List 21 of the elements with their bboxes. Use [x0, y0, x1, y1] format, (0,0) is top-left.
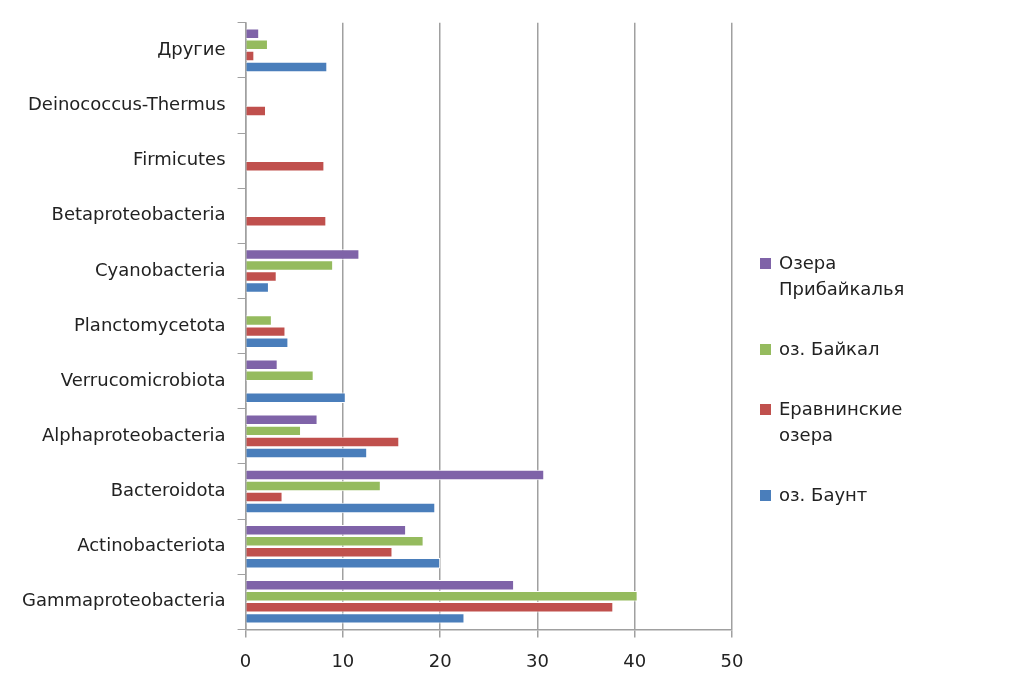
y-tick-label: Verrucomicrobiota [60, 368, 226, 390]
y-tick-label: Firmicutes [133, 148, 226, 170]
y-tick-label: Alphaproteobacteria [41, 424, 226, 446]
x-tick-label: 20 [428, 649, 452, 671]
y-tick-label: Cyanobacteria [94, 258, 226, 280]
y-tick-label: Gammaproteobacteria [21, 589, 226, 611]
y-tick-label: Planctomycetota [74, 313, 226, 335]
y-tick-label: Betaproteobacteria [51, 203, 226, 225]
y-tick-label: Bacteroidota [110, 479, 226, 501]
y-tick-label: Другие [157, 38, 226, 60]
x-tick-label: 10 [331, 649, 355, 671]
x-tick-label: 40 [623, 649, 647, 671]
legend-label: Озера Прибайкалья [779, 251, 906, 301]
y-tick-label: Deinococcus-Thermus [28, 93, 226, 115]
y-tick-label: Actinobacteriota [77, 534, 226, 556]
legend-label: оз. Байкал [779, 337, 880, 361]
legend-label: оз. Баунт [779, 483, 868, 507]
x-tick-label: 0 [239, 649, 252, 671]
x-tick-label: 30 [525, 649, 549, 671]
x-tick-label: 50 [720, 649, 744, 671]
legend-label: Еравнинские озера [779, 397, 904, 447]
